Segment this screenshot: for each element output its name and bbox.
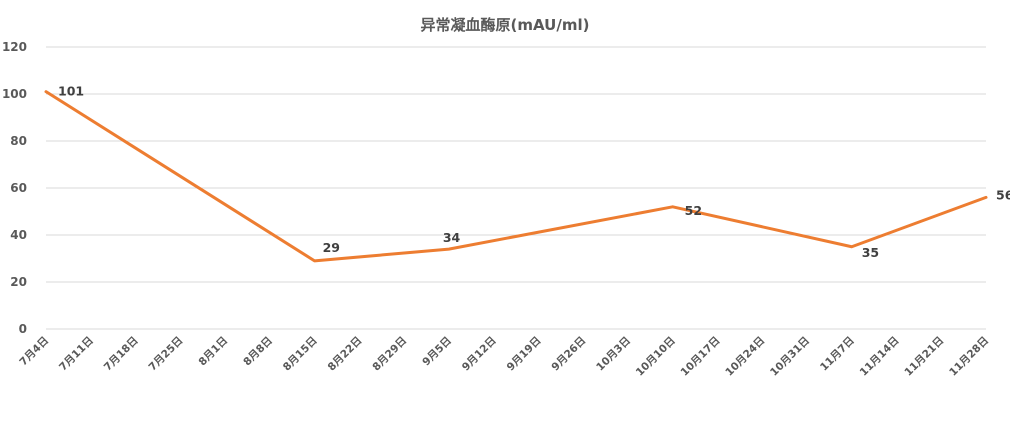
x-tick-label: 10月24日: [723, 335, 767, 379]
chart-title: 异常凝血酶原(mAU/ml): [0, 14, 1010, 35]
x-tick-label: 7月11日: [57, 335, 96, 374]
x-tick-label: 8月22日: [326, 335, 365, 374]
x-tick-label: 8月15日: [281, 335, 320, 374]
data-label: 52: [685, 203, 702, 218]
x-tick-label: 9月5日: [420, 335, 454, 369]
y-tick-label: 20: [10, 275, 27, 289]
x-tick-label: 7月18日: [102, 335, 141, 374]
y-tick-label: 40: [10, 228, 27, 242]
x-tick-label: 10月3日: [594, 335, 633, 374]
y-tick-label: 100: [2, 87, 27, 101]
x-tick-label: 10月31日: [768, 335, 812, 379]
data-label: 29: [323, 240, 340, 255]
x-tick-label: 8月1日: [196, 335, 230, 369]
x-tick-label: 9月26日: [549, 335, 588, 374]
x-tick-label: 8月8日: [241, 335, 275, 369]
x-tick-label: 11月21日: [902, 335, 946, 379]
x-tick-label: 10月17日: [679, 335, 723, 379]
data-label: 34: [443, 230, 461, 245]
x-tick-label: 11月28日: [947, 335, 991, 379]
x-tick-label: 10月10日: [634, 335, 678, 379]
y-tick-label: 60: [10, 181, 27, 195]
data-label: 35: [862, 245, 879, 260]
x-tick-label: 11月14日: [858, 335, 902, 379]
x-tick-label: 11月7日: [818, 335, 857, 374]
data-label: 101: [58, 84, 84, 99]
data-label: 56: [996, 187, 1010, 202]
y-tick-label: 120: [2, 40, 27, 54]
x-tick-label: 7月25日: [147, 335, 186, 374]
x-tick-label: 9月19日: [505, 335, 544, 374]
y-tick-label: 80: [10, 134, 27, 148]
y-tick-label: 0: [19, 322, 27, 336]
x-tick-label: 8月29日: [370, 335, 409, 374]
x-tick-label: 9月12日: [460, 335, 499, 374]
x-tick-label: 7月4日: [17, 335, 51, 369]
